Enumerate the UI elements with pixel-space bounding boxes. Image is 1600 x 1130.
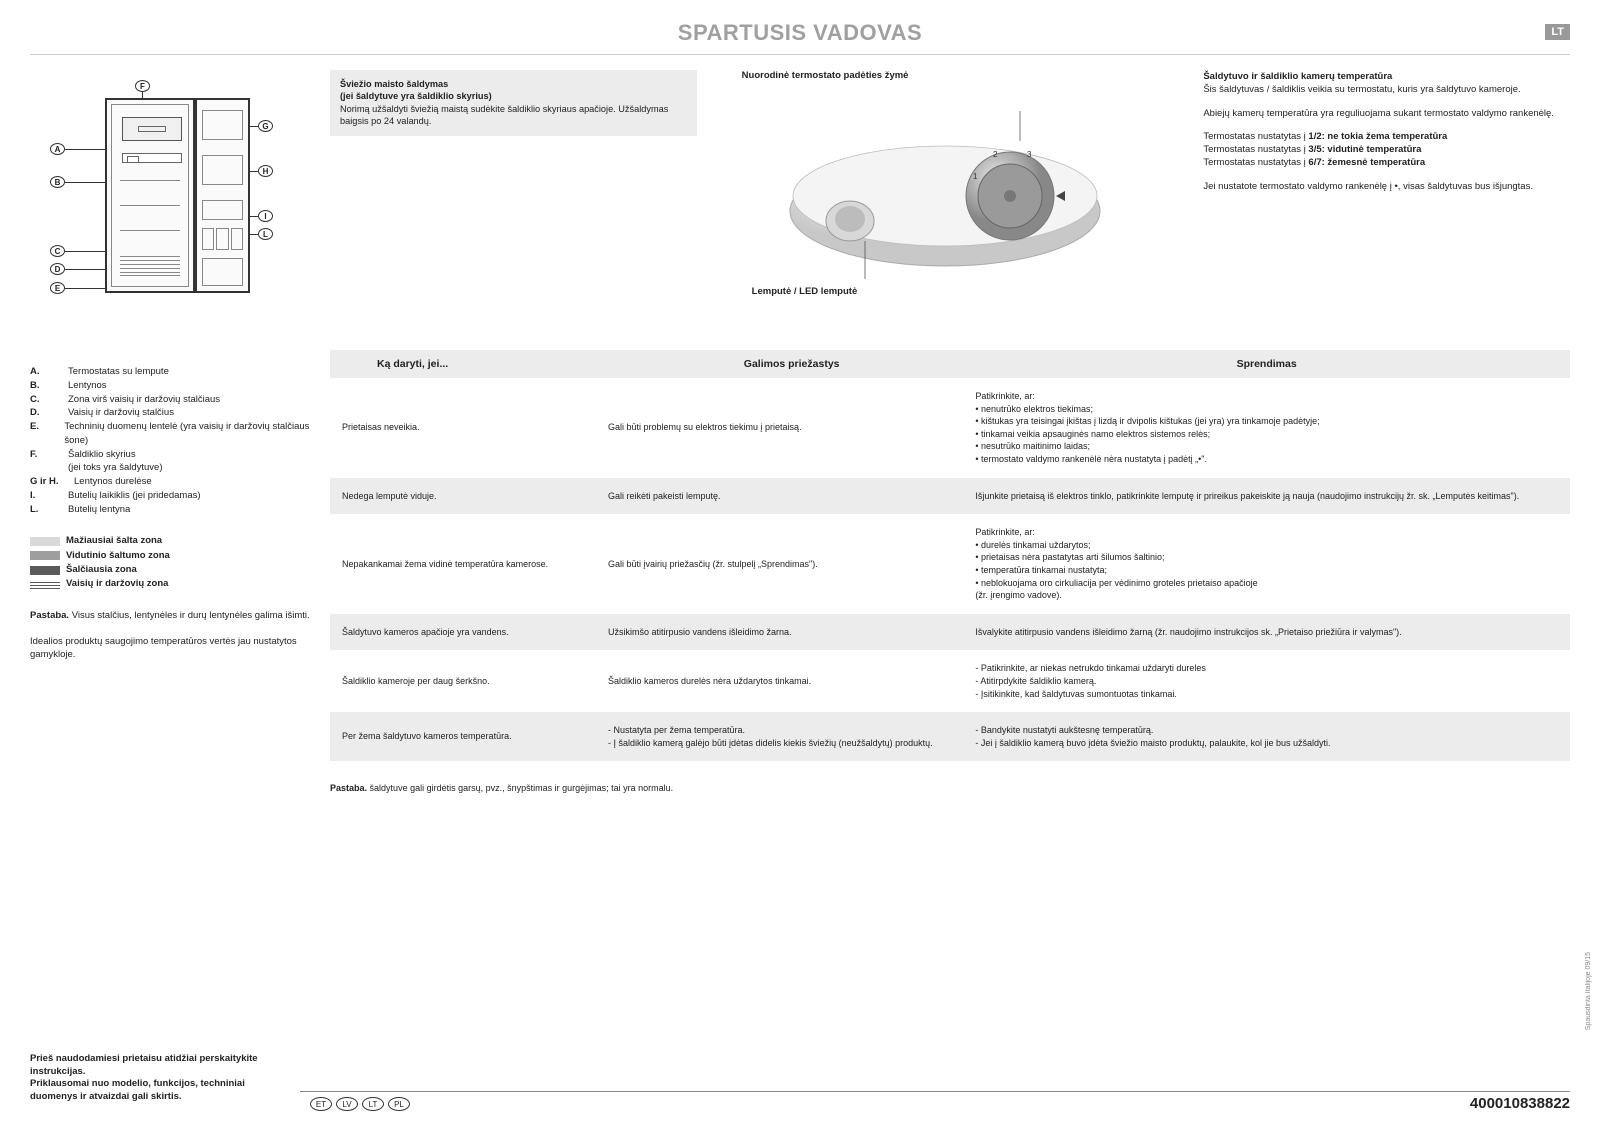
language-codes: ET LV LT PL: [310, 1097, 410, 1111]
diagram-label-i: I: [258, 210, 273, 222]
safety-notice: Prieš naudodamiesi prietaisu atidžiai pe…: [30, 1053, 280, 1104]
diagram-label-e: E: [50, 282, 65, 294]
th-cause: Galimos priežastys: [608, 358, 975, 370]
fridge-body: [105, 98, 195, 293]
table-row: Prietaisas neveikia.Gali būti problemų s…: [330, 378, 1570, 478]
left-column: A B C D E F G H I L: [30, 70, 310, 793]
svg-text:1: 1: [973, 172, 978, 181]
diagram-label-g: G: [258, 120, 273, 132]
svg-text:3: 3: [1027, 150, 1032, 159]
diagram-label-a: A: [50, 143, 65, 155]
notes-block: Pastaba. Visus stalčius, lentynėles ir d…: [30, 609, 310, 661]
th-solution: Sprendimas: [975, 358, 1558, 370]
troubleshooting-table: Ką daryti, jei... Galimos priežastys Spr…: [330, 350, 1570, 793]
th-problem: Ką daryti, jei...: [342, 358, 608, 370]
table-row: Šaldytuvo kameros apačioje yra vandens.U…: [330, 614, 1570, 651]
document-title: SPARTUSIS VADOVAS: [30, 20, 1570, 46]
freezing-info-box: Šviežio maisto šaldymas (jei šaldytuve y…: [330, 70, 697, 136]
language-badge: LT: [1545, 24, 1570, 40]
divider: [30, 54, 1570, 55]
diagram-label-c: C: [50, 245, 65, 257]
fridge-diagram: A B C D E F G H I L: [30, 80, 260, 310]
footer: ET LV LT PL 400010838822: [300, 1091, 1570, 1112]
diagram-label-d: D: [50, 263, 65, 275]
diagram-label-b: B: [50, 176, 65, 188]
thermostat-illustration: Nuorodinė termostato padėties žymė: [712, 70, 1189, 330]
right-column: Šviežio maisto šaldymas (jei šaldytuve y…: [330, 70, 1570, 793]
temperature-info: Šaldytuvo ir šaldiklio kamerų temperatūr…: [1203, 70, 1570, 203]
diagram-label-l: L: [258, 228, 273, 240]
table-row: Per žema šaldytuvo kameros temperatūra.-…: [330, 712, 1570, 761]
table-row: Šaldiklio kameroje per daug šerkšno.Šald…: [330, 650, 1570, 712]
diagram-label-h: H: [258, 165, 273, 177]
document-number: 400010838822: [1470, 1095, 1570, 1112]
thermostat-knob-svg: 3 2 1: [775, 101, 1125, 291]
svg-text:2: 2: [993, 150, 998, 159]
print-info: Spausdinta Italijoje 09/15: [1585, 952, 1592, 1030]
parts-legend: A.Termostatas su lempute B.Lentynos C.Zo…: [30, 365, 310, 516]
diagram-label-f: F: [135, 80, 150, 92]
fridge-door: [195, 98, 250, 293]
table-row: Nepakankamai žema vidinė temperatūra kam…: [330, 514, 1570, 614]
zone-legend: Mažiausiai šalta zona Vidutinio šaltumo …: [30, 534, 310, 591]
table-footnote: Pastaba. šaldytuve gali girdėtis garsų, …: [330, 783, 1570, 793]
table-row: Nedega lemputė viduje.Gali reikėti pakei…: [330, 478, 1570, 515]
